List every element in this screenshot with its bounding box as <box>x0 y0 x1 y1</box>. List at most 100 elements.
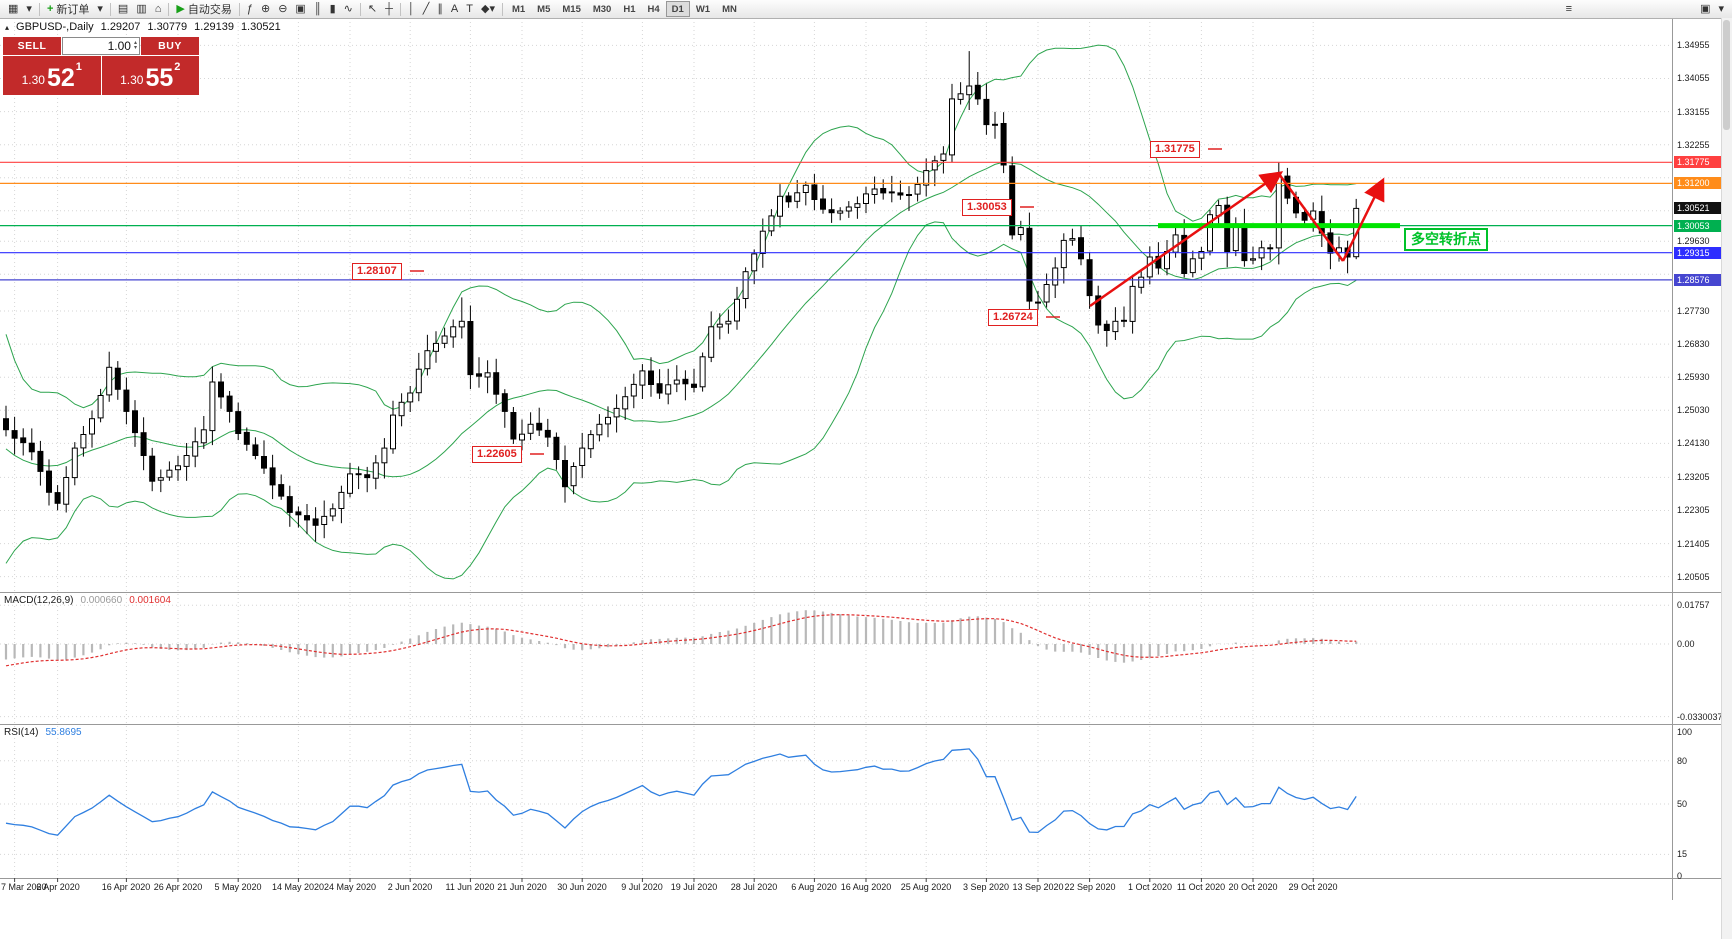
toolbar-separator <box>109 2 111 16</box>
cursor-button[interactable]: ↖ <box>364 1 381 18</box>
indicators-button[interactable]: ƒ <box>243 1 257 18</box>
macd-signal-line <box>5 614 1357 667</box>
new-order-dropdown-icon: ▾ <box>97 2 103 15</box>
scrollbar-thumb[interactable] <box>1723 20 1730 130</box>
ohlc-high-value: 1.30779 <box>147 21 188 33</box>
sell-price-button[interactable]: 1.30 52 1 <box>3 56 101 95</box>
buy-price-base: 1.30 <box>120 73 144 87</box>
vertical-line-button-icon: │ <box>407 2 415 15</box>
one-click-top-row: SELL 1.00 ▴ ▾ BUY <box>3 37 199 55</box>
bollinger-bands <box>5 44 1357 580</box>
volume-field[interactable]: 1.00 ▴ ▾ <box>62 37 140 55</box>
shapes-dropdown[interactable]: ◆▾ <box>477 1 499 18</box>
text-button[interactable]: A <box>447 1 462 18</box>
market-watch-button[interactable]: ▤ <box>114 1 132 18</box>
new-chart-button[interactable]: ▦ <box>4 1 22 18</box>
bar-chart-button[interactable]: ║ <box>310 1 326 18</box>
one-click-price-row: 1.30 52 1 1.30 55 2 <box>3 56 199 95</box>
volume-up-button[interactable]: ▴ <box>133 40 137 46</box>
volume-value: 1.00 <box>107 39 131 53</box>
buy-price-pips: 55 <box>145 64 174 92</box>
chart-list-dropdown[interactable]: ▾ <box>22 1 36 18</box>
trendline-button-icon: ╱ <box>422 2 430 15</box>
text-button-icon: A <box>450 2 459 15</box>
trend-arrows[interactable] <box>1089 171 1385 308</box>
navigator-button-icon: ⌂ <box>154 2 162 15</box>
rsi-indicator-label: RSI(14) 55.8695 <box>4 727 82 738</box>
auto-trading-button-icon: ▶ <box>176 2 185 15</box>
new-chart-button-icon: ▦ <box>8 2 19 15</box>
buy-price-point: 2 <box>174 61 181 73</box>
dock-chart-button[interactable]: ▣ <box>1696 1 1714 18</box>
sell-price-point: 1 <box>75 61 82 73</box>
buy-button[interactable]: BUY <box>141 37 199 55</box>
toolbar-group: ↖ ┼ <box>364 1 397 18</box>
timeframe-m30-button[interactable]: M30 <box>587 1 617 17</box>
timeframe-d1-button[interactable]: D1 <box>665 1 690 17</box>
rsi-value: 55.8695 <box>45 727 82 738</box>
sell-price-pips: 52 <box>46 64 75 92</box>
market-watch-button-icon: ▤ <box>117 2 129 15</box>
vertical-scrollbar[interactable] <box>1721 18 1732 939</box>
zoom-in-button-icon: ⊕ <box>260 2 271 15</box>
toolbar-group: │ ╱ ∥ A T ◆▾ <box>404 1 499 18</box>
trendline-button[interactable]: ╱ <box>419 1 434 18</box>
vertical-line-button[interactable]: │ <box>404 1 419 18</box>
dock-chart-button-icon: ▣ <box>1700 2 1711 15</box>
price-callout-label[interactable]: 1.28107 <box>352 263 402 280</box>
buy-price-button[interactable]: 1.30 55 2 <box>101 56 199 95</box>
price-callout-label[interactable]: 1.22605 <box>472 446 522 463</box>
new-order-dropdown[interactable]: ▾ <box>93 1 107 18</box>
window-menu-button-icon: ≡ <box>1565 2 1573 15</box>
price-callout-label[interactable]: 1.30053 <box>962 199 1012 216</box>
data-window-button-icon: ▥ <box>136 2 147 15</box>
candlestick-chart-button[interactable]: ▮ <box>326 1 340 18</box>
macd-indicator-label: MACD(12,26,9) 0.000660 0.001604 <box>4 595 171 606</box>
one-click-panel-toggle-icon[interactable]: ▴ <box>5 22 10 32</box>
timeframe-m15-button[interactable]: M15 <box>556 1 586 17</box>
macd-value: 0.000660 <box>80 595 123 606</box>
timeframe-h1-button[interactable]: H1 <box>617 1 641 17</box>
ohlc-open-value: 1.29207 <box>100 21 141 33</box>
tile-windows-button[interactable]: ▣ <box>291 1 309 18</box>
timeframe-mn-button[interactable]: MN <box>716 1 743 17</box>
navigator-button[interactable]: ⌂ <box>151 1 166 18</box>
toolbar-separator <box>359 2 361 16</box>
zoom-out-button[interactable]: ⊖ <box>274 1 291 18</box>
grid-layer <box>0 18 1672 878</box>
line-chart-button[interactable]: ∿ <box>340 1 357 18</box>
auto-trading-button[interactable]: ▶ 自动交易 <box>172 1 235 18</box>
toolbar-group: + 新订单 ▾ <box>43 1 107 18</box>
equidistant-channel-button[interactable]: ∥ <box>433 1 447 18</box>
time-tick-marks <box>14 878 1314 882</box>
data-window-button[interactable]: ▥ <box>132 1 150 18</box>
new-order-button[interactable]: + 新订单 <box>43 1 93 18</box>
crosshair-button[interactable]: ┼ <box>381 1 397 18</box>
zoom-in-button[interactable]: ⊕ <box>257 1 274 18</box>
new-order-button-icon: + <box>46 2 54 15</box>
price-callout-label[interactable]: 1.31775 <box>1150 141 1200 158</box>
timeframe-m5-button[interactable]: M5 <box>531 1 556 17</box>
equidistant-channel-button-icon: ∥ <box>437 2 443 15</box>
sell-button[interactable]: SELL <box>3 37 61 55</box>
timeframe-w1-button[interactable]: W1 <box>690 1 716 17</box>
toolbar-group: ▤ ▥ ⌂ <box>114 1 165 18</box>
toolbar-more-dropdown[interactable]: ▾ <box>1714 1 1728 18</box>
timeframe-h4-button[interactable]: H4 <box>642 1 666 17</box>
ohlc-close-value: 1.30521 <box>240 21 281 33</box>
window-menu-button[interactable]: ≡ <box>1562 1 1576 18</box>
zoom-out-button-icon: ⊖ <box>278 2 288 15</box>
trend-annotation-label[interactable]: 多空转折点 <box>1404 228 1488 251</box>
shapes-dropdown-icon: ◆▾ <box>480 2 495 15</box>
symbol-period-label: GBPUSD-,Daily <box>16 21 94 33</box>
toolbar-group: ƒ ⊕ ⊖ ▣ ║ ▮ ∿ <box>243 1 357 18</box>
volume-down-button[interactable]: ▾ <box>133 45 137 51</box>
candlestick-chart-button-icon: ▮ <box>329 2 336 15</box>
text-label-button[interactable]: T <box>462 1 477 18</box>
horizontal-lines <box>0 161 1672 281</box>
timeframe-m1-button[interactable]: M1 <box>506 1 531 17</box>
price-callout-label[interactable]: 1.26724 <box>988 309 1038 326</box>
toolbar-group: ▶ 自动交易 <box>172 1 235 18</box>
